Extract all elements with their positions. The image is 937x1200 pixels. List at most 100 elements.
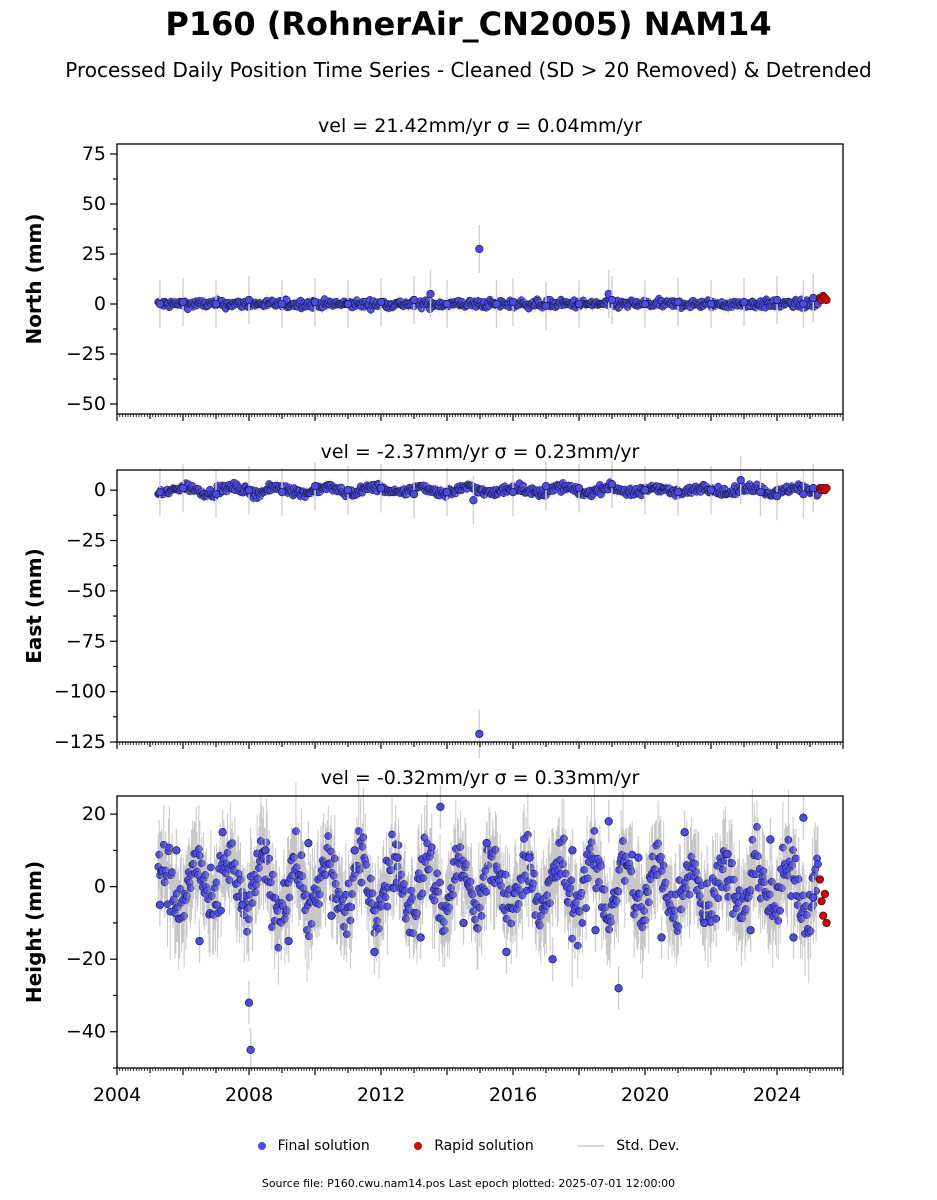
chart-title: P160 (RohnerAir_CN2005) NAM14 — [165, 5, 772, 43]
figure-canvas: vel = 21.42mm/yr σ = 0.04mm/yr North (mm)… — [22, 115, 844, 1106]
data-point — [409, 490, 419, 499]
data-point — [277, 299, 287, 309]
data-point — [315, 900, 323, 909]
y-tick-label: −75 — [66, 630, 106, 652]
data-point — [217, 906, 225, 915]
data-point — [265, 854, 273, 863]
data-point — [238, 900, 247, 909]
y-tick-label: 0 — [94, 479, 106, 501]
plot-frame — [116, 143, 844, 415]
data-point — [607, 295, 617, 305]
data-point — [799, 299, 808, 309]
data-point — [596, 862, 605, 870]
data-point — [574, 299, 584, 309]
data-point — [607, 480, 617, 489]
data-point — [706, 486, 716, 495]
data-point — [244, 998, 254, 1007]
data-point — [814, 860, 822, 869]
data-point — [321, 871, 330, 880]
chart-subtitle: Processed Daily Position Time Series - C… — [65, 58, 872, 82]
y-tick-label: −50 — [66, 393, 106, 415]
data-point — [508, 488, 518, 497]
data-point — [350, 846, 359, 855]
data-point — [507, 919, 516, 928]
data-point — [297, 851, 306, 860]
data-point — [155, 299, 164, 309]
data-point — [756, 488, 765, 497]
data-point — [310, 482, 320, 491]
data-point — [541, 482, 551, 491]
data-point — [492, 299, 501, 309]
data-point — [772, 492, 782, 501]
data-point — [582, 904, 590, 912]
data-point — [302, 890, 310, 899]
data-point — [243, 927, 251, 936]
data-point — [466, 877, 475, 886]
data-point — [207, 863, 215, 872]
data-point — [284, 936, 293, 946]
data-point — [211, 490, 221, 499]
data-point — [776, 906, 784, 915]
data-point — [346, 916, 355, 925]
data-point — [178, 297, 188, 307]
data-point — [225, 876, 234, 884]
data-point — [436, 878, 444, 887]
data-point — [799, 490, 808, 499]
data-point — [508, 297, 518, 307]
y-axis-label: North (mm) — [22, 213, 46, 344]
data-point — [310, 297, 320, 307]
data-point — [640, 486, 650, 495]
y-tick-label: −25 — [66, 530, 106, 552]
y-tick-label: −50 — [66, 580, 106, 602]
data-point — [218, 828, 227, 837]
data-point — [244, 295, 254, 305]
data-point — [714, 894, 723, 903]
data-point — [367, 899, 376, 908]
y-tick-label: −25 — [66, 343, 106, 365]
data-point — [330, 854, 339, 863]
data-point — [413, 909, 421, 917]
data-point — [590, 827, 599, 835]
data-point — [394, 841, 403, 850]
data-point — [327, 911, 336, 920]
data-point — [178, 484, 188, 493]
data-point — [426, 289, 435, 299]
data-point — [246, 1045, 255, 1054]
data-point — [427, 843, 436, 852]
panel-title: vel = -2.37mm/yr σ = 0.23mm/yr — [321, 441, 640, 463]
data-point — [541, 301, 551, 311]
data-point — [640, 299, 650, 309]
data-point — [794, 875, 803, 883]
y-axis-label: East (mm) — [22, 548, 46, 664]
rapid-point — [822, 484, 831, 493]
data-point — [343, 486, 353, 495]
data-point — [347, 903, 356, 912]
y-tick-label: 50 — [82, 193, 106, 215]
data-point — [772, 295, 782, 305]
data-point — [567, 876, 576, 885]
data-point — [383, 902, 392, 911]
data-point — [442, 488, 452, 497]
y-tick-label: 25 — [82, 243, 106, 265]
panel-title: vel = 21.42mm/yr σ = 0.04mm/yr — [318, 115, 642, 137]
data-point — [659, 861, 668, 870]
y-tick-label: −100 — [54, 681, 106, 703]
data-point — [736, 475, 745, 485]
data-point — [376, 297, 386, 307]
data-point — [573, 941, 582, 950]
data-point — [475, 729, 484, 739]
data-point — [376, 484, 386, 493]
data-point — [524, 830, 532, 839]
y-tick-label: 0 — [94, 293, 106, 315]
panel-title: vel = -0.32mm/yr σ = 0.33mm/yr — [321, 767, 640, 789]
plot-frame — [116, 469, 844, 743]
data-point — [244, 486, 254, 495]
data-point — [211, 299, 221, 309]
data-point — [706, 299, 716, 309]
data-point — [370, 947, 379, 957]
data-point — [172, 846, 181, 855]
data-point — [739, 297, 749, 307]
data-point — [501, 870, 510, 879]
data-point — [304, 839, 313, 848]
data-point — [578, 919, 587, 927]
